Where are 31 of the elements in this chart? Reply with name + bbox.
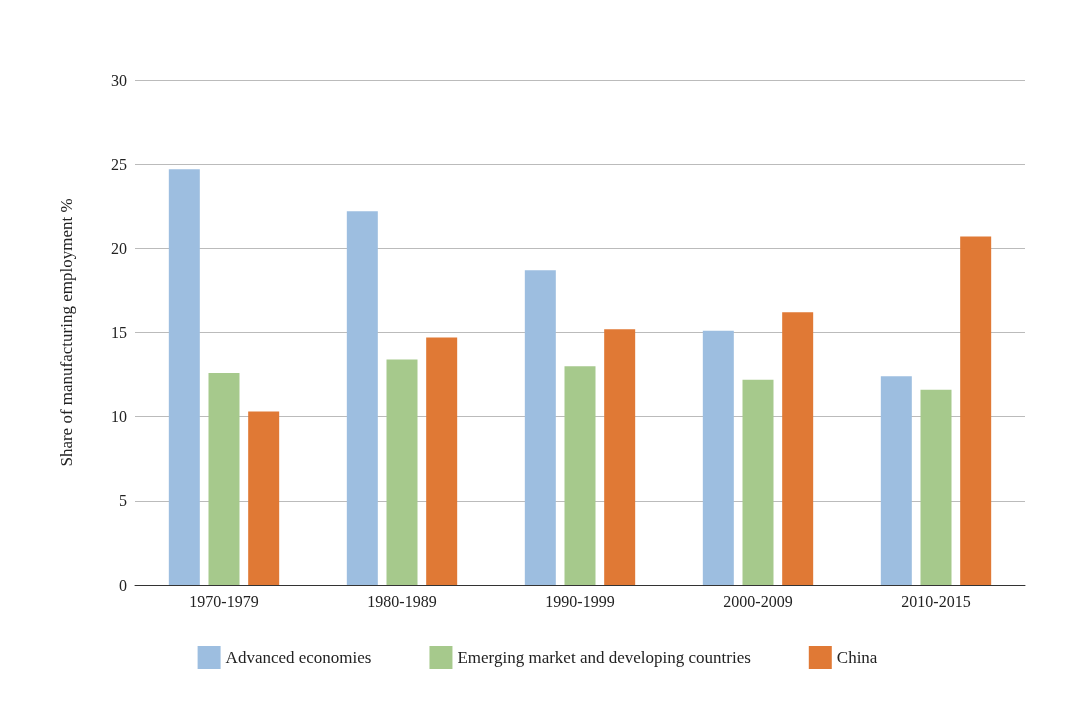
bar — [346, 211, 378, 585]
legend-label: Advanced economies — [225, 648, 372, 667]
y-tick-label: 10 — [111, 408, 127, 426]
y-tick-label: 15 — [111, 324, 127, 341]
x-tick-label: 1980-1989 — [367, 592, 437, 610]
bar — [604, 329, 636, 585]
bar — [248, 411, 280, 585]
bar — [880, 376, 912, 585]
y-tick-label: 0 — [119, 576, 127, 594]
legend-label: China — [836, 648, 878, 667]
bar — [168, 169, 200, 585]
bar — [386, 359, 418, 585]
x-tick-label: 2000-2009 — [723, 592, 793, 610]
y-tick-label: 5 — [119, 492, 127, 510]
legend-label: Emerging market and developing countries — [457, 648, 751, 667]
bar — [208, 372, 240, 585]
bar — [960, 236, 992, 585]
y-tick-label: 25 — [111, 155, 127, 173]
y-tick-label: 30 — [111, 71, 127, 89]
y-tick-label: 20 — [111, 239, 127, 257]
bar — [920, 389, 952, 585]
bar — [426, 337, 458, 585]
bar — [782, 312, 814, 585]
bar — [564, 366, 596, 585]
y-axis-title: Share of manufacturing employment % — [57, 198, 76, 467]
x-tick-label: 2010-2015 — [901, 592, 971, 610]
bar — [702, 330, 734, 585]
bar — [742, 379, 774, 585]
x-tick-label: 1990-1999 — [545, 592, 615, 610]
x-tick-label: 1970-1979 — [189, 592, 259, 610]
bar — [524, 270, 556, 585]
